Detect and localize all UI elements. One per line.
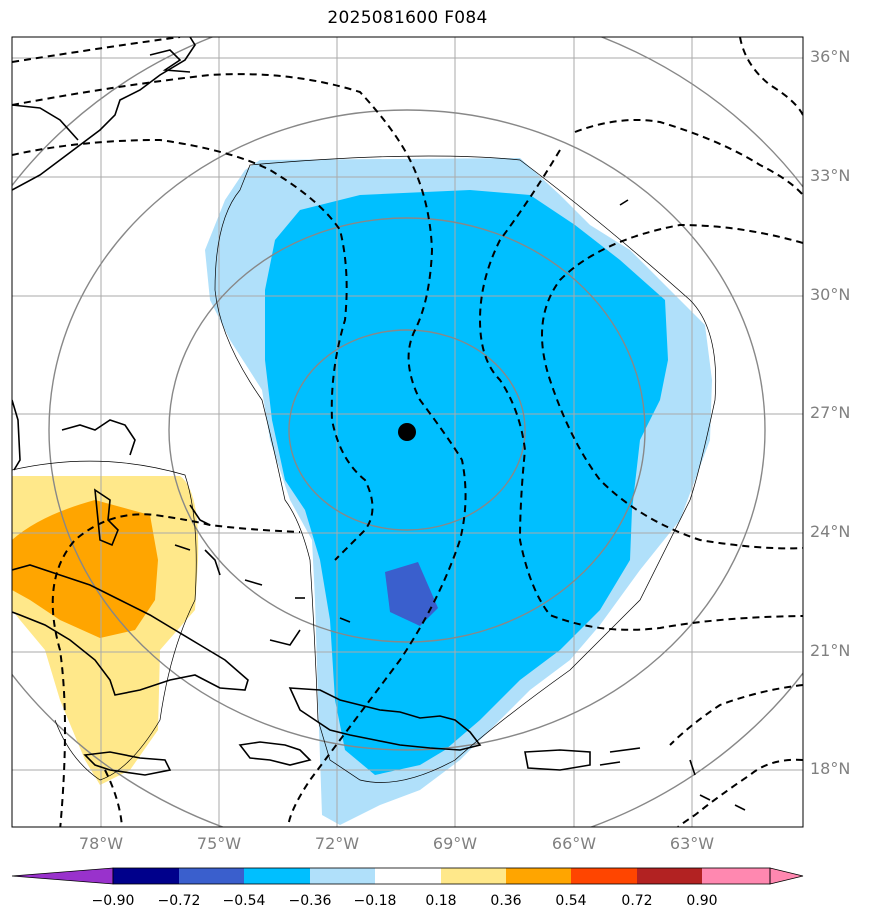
- colorbar-bin-2: [179, 868, 244, 884]
- lon-label-63: 63°W: [669, 834, 715, 853]
- colorbar-tick-4: −0.36: [288, 893, 332, 909]
- lon-label-75: 75°W: [196, 834, 242, 853]
- graticule: [12, 37, 803, 827]
- lat-label-36: 36°N: [810, 47, 851, 66]
- colorbar-tick-7: 0.36: [490, 893, 522, 909]
- colorbar-tick-6: 0.18: [425, 893, 457, 909]
- colorbar-extend-high: [769, 867, 804, 885]
- lat-label-30: 30°N: [810, 285, 851, 304]
- colorbar-tick-3: −0.54: [222, 893, 266, 909]
- colorbar-extend-low: [11, 867, 114, 885]
- colorbar-bin-6: [441, 868, 506, 884]
- lat-label-21: 21°N: [810, 641, 851, 660]
- map-frame: [11, 36, 804, 828]
- colorbar-bin-3: [244, 868, 310, 884]
- colorbar-bin-1: [113, 868, 179, 884]
- colorbar-tick-5: −0.18: [353, 893, 397, 909]
- lon-label-78: 78°W: [78, 834, 124, 853]
- colorbar-bin-10: [702, 868, 770, 884]
- colorbar-tick-2: −0.72: [157, 893, 201, 909]
- anomaly-outline: [12, 155, 717, 783]
- colorbar-bin-8: [571, 868, 637, 884]
- dashed-contours: [12, 37, 803, 827]
- coastlines: [12, 37, 746, 811]
- range-rings: [12, 37, 803, 827]
- colorbar: [11, 867, 804, 885]
- lon-label-72: 72°W: [314, 834, 360, 853]
- lon-label-66: 66°W: [551, 834, 597, 853]
- colorbar-bin-7: [506, 868, 571, 884]
- lat-label-24: 24°N: [810, 522, 851, 541]
- negative-anomaly-strong: [385, 562, 438, 626]
- lat-label-27: 27°N: [810, 403, 851, 422]
- colorbar-bin-5: [375, 868, 441, 884]
- colorbar-tick-1: −0.90: [91, 893, 135, 909]
- forecast-map: [11, 36, 804, 828]
- colorbar-bin-9: [637, 868, 702, 884]
- colorbar-bin-4: [310, 868, 375, 884]
- lat-label-33: 33°N: [810, 166, 851, 185]
- storm-center-marker: [398, 423, 416, 441]
- colorbar-tick-8: 0.54: [555, 893, 587, 909]
- colorbar-tick-9: 0.72: [621, 893, 653, 909]
- map-title: 2025081600 F084: [327, 8, 488, 28]
- lon-label-69: 69°W: [432, 834, 478, 853]
- colorbar-tick-10: 0.90: [686, 893, 718, 909]
- lat-label-18: 18°N: [810, 759, 851, 778]
